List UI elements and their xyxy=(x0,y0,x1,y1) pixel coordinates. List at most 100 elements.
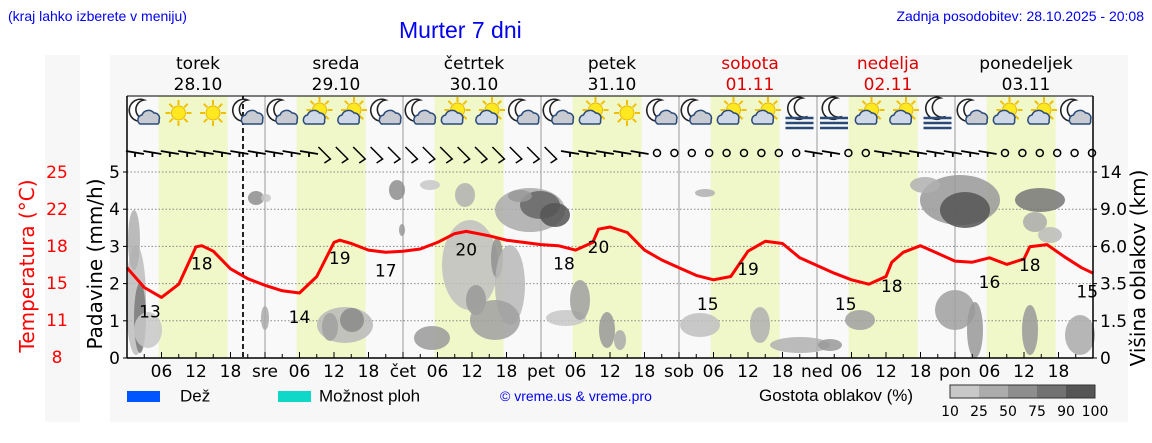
sun-ray xyxy=(600,114,606,120)
sun-ray xyxy=(482,100,488,106)
day-date: 31.10 xyxy=(588,75,637,95)
sun-ray xyxy=(585,100,591,106)
sun-ray xyxy=(861,100,867,106)
temp-axis-label: Temperatura (°C) xyxy=(15,179,39,353)
temperature-line xyxy=(125,225,1094,299)
sun-ray xyxy=(617,103,623,109)
day-name: petek xyxy=(588,54,636,74)
cloud-shape xyxy=(751,109,775,125)
temp-label: 13 xyxy=(139,303,161,323)
sun-ray xyxy=(758,100,764,106)
x-tick-label: pet xyxy=(527,362,555,382)
cloud-density-patch xyxy=(540,203,570,227)
density-tick-label: 25 xyxy=(970,404,988,420)
sun-ray xyxy=(462,100,468,106)
sun-disc xyxy=(205,105,221,121)
wind-calm-icon xyxy=(1052,148,1062,158)
sun-icon xyxy=(165,100,192,126)
sun-disc xyxy=(171,105,186,121)
temp-label: 15 xyxy=(1076,283,1098,303)
cloud-density-patch xyxy=(570,280,590,320)
day-date: 29.10 xyxy=(312,75,361,95)
sun-ray xyxy=(324,114,330,120)
cloud-density-patch xyxy=(455,183,475,207)
cloud-shape xyxy=(240,109,264,125)
wind-barb-icon xyxy=(265,150,284,157)
cloud-shape xyxy=(378,109,402,125)
cloud-shape xyxy=(716,109,740,125)
cloud-density-patch xyxy=(1038,227,1062,243)
sun-cloud-icon xyxy=(889,97,919,125)
rain-label: Dež xyxy=(180,386,211,406)
sun-cloud-icon xyxy=(440,97,471,125)
cloud-shape xyxy=(854,109,878,125)
wind-barb-icon xyxy=(908,150,928,157)
temp-tick-label: 25 xyxy=(46,163,68,183)
x-tick-label: 12 xyxy=(875,362,897,382)
wind-barb-icon xyxy=(804,150,823,157)
sun-icon xyxy=(614,100,640,126)
cloud-shape xyxy=(551,109,575,125)
sun-ray xyxy=(772,100,778,106)
cloud-density-patch xyxy=(261,194,271,202)
wind-barb-icon xyxy=(821,150,841,157)
wind-barb-icon xyxy=(560,150,580,157)
day-name: torek xyxy=(176,54,220,74)
cloud-shape xyxy=(889,109,913,125)
density-swatch xyxy=(979,385,1008,398)
wind-calm-icon xyxy=(704,148,714,158)
day-date: 30.10 xyxy=(450,75,499,95)
wind-barb-icon xyxy=(509,146,523,164)
x-tick-label: 12 xyxy=(461,362,483,382)
wind-calm-icon xyxy=(791,148,801,158)
moon-cloud-icon xyxy=(956,98,989,125)
daylight-band xyxy=(158,96,228,358)
x-tick-label: 06 xyxy=(841,362,863,382)
wind-barb-icon xyxy=(544,146,558,164)
moon-cloud-icon xyxy=(266,98,299,125)
wind-calm-icon xyxy=(774,148,784,158)
location-hint[interactable]: (kraj lahko izberete v meniju) xyxy=(8,8,187,24)
cloud-density-patch xyxy=(818,339,842,351)
wind-calm-icon xyxy=(722,148,731,158)
precip-tick-label: 2 xyxy=(109,275,120,295)
wind-barb-icon xyxy=(578,150,597,157)
temp-label: 20 xyxy=(588,238,610,258)
sun-cloud-icon xyxy=(854,97,885,125)
moon-cloud-icon xyxy=(645,98,678,125)
cloud-density-patch xyxy=(940,192,990,228)
wind-barb-icon xyxy=(247,150,266,157)
day-date: 02.11 xyxy=(864,75,913,95)
cloud-density-patch xyxy=(1022,305,1038,355)
x-tick-label: 18 xyxy=(634,362,656,382)
temp-label: 20 xyxy=(455,240,477,260)
x-tick-label: 06 xyxy=(151,362,173,382)
day-name: četrtek xyxy=(444,54,505,74)
sun-cloud-icon xyxy=(578,97,609,125)
wind-barb-icon xyxy=(352,146,367,164)
cloud-density-patch xyxy=(414,326,450,350)
wind-barb-icon xyxy=(370,146,384,164)
x-tick-label: čet xyxy=(390,362,417,382)
day-date: 28.10 xyxy=(174,75,223,95)
wind-barb-icon xyxy=(230,150,249,157)
cloud-shape xyxy=(440,109,464,125)
wind-barb-icon xyxy=(404,146,419,164)
sun-ray xyxy=(183,103,189,109)
moon-cloud-icon xyxy=(680,98,713,125)
sun-ray xyxy=(1014,100,1020,106)
sun-cloud-icon xyxy=(1027,97,1057,125)
precip-tick-label: 3 xyxy=(109,237,120,257)
sun-ray xyxy=(631,117,637,123)
density-swatch xyxy=(1066,385,1095,398)
cloud-density-patch xyxy=(508,190,532,202)
sun-cloud-icon xyxy=(302,97,333,125)
x-tick-label: sre xyxy=(252,362,278,382)
density-tick-label: 10 xyxy=(941,404,959,420)
wind-barb-icon xyxy=(195,150,214,157)
copyright-link[interactable]: © vreme.us & vreme.pro xyxy=(500,388,652,404)
cloud-shape xyxy=(516,109,540,125)
wind-barb-icon xyxy=(335,146,349,164)
temp-label: 18 xyxy=(191,255,213,275)
wind-calm-icon xyxy=(1087,148,1097,158)
